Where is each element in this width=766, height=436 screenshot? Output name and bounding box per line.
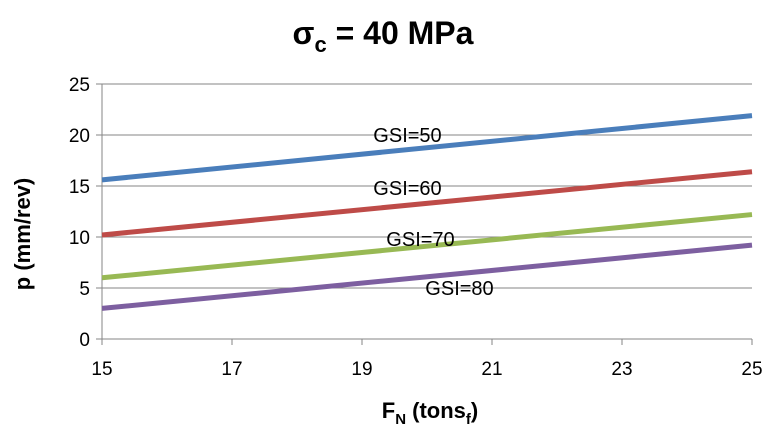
title-rest: = 40 MPa <box>327 15 474 51</box>
x-title-sub2: f <box>466 411 472 428</box>
x-title-end: ) <box>471 398 478 423</box>
x-tick-labels: 15 17 19 21 23 25 <box>91 359 762 380</box>
y-tick-label-5: 5 <box>79 279 90 300</box>
x-tick-label-15: 15 <box>91 359 112 380</box>
series-label-gsi-70: GSI=70 <box>386 229 454 251</box>
series-label-gsi-80: GSI=80 <box>425 278 493 300</box>
x-tick-label-25: 25 <box>741 359 762 380</box>
series-labels: GSI=50 GSI=60 GSI=70 GSI=80 <box>373 125 493 300</box>
series-line-gsi-60 <box>101 169 753 238</box>
x-tick-label-17: 17 <box>221 359 242 380</box>
y-tick-labels: 0 5 10 15 20 25 <box>69 75 90 351</box>
series-label-gsi-50: GSI=50 <box>373 125 441 147</box>
series-lines <box>101 113 753 311</box>
series-line-gsi-80 <box>101 242 753 311</box>
x-title-main: F <box>382 398 395 423</box>
y-tick-label-0: 0 <box>79 330 90 351</box>
y-tick-label-20: 20 <box>69 126 90 147</box>
series-line-gsi-50 <box>101 113 753 183</box>
series-line-gsi-70 <box>101 212 753 281</box>
x-tick-label-19: 19 <box>351 359 372 380</box>
title-subscript: c <box>314 32 326 57</box>
title-symbol: σ <box>293 15 315 51</box>
grid-lines <box>102 83 752 289</box>
y-tick-label-25: 25 <box>69 75 90 96</box>
y-axis-title: p (mm/rev) <box>10 178 35 290</box>
chart-title: σc = 40 MPa <box>293 15 474 57</box>
y-tick-label-10: 10 <box>69 228 90 249</box>
series-label-gsi-60: GSI=60 <box>373 178 441 200</box>
x-axis-title: FN (tonsf) <box>382 398 479 428</box>
y-tick-label-15: 15 <box>69 177 90 198</box>
x-tick-label-23: 23 <box>611 359 632 380</box>
x-title-sub1: N <box>395 411 406 428</box>
x-title-mid: (tons <box>406 398 466 423</box>
axes <box>96 83 753 345</box>
x-tick-label-21: 21 <box>481 359 502 380</box>
